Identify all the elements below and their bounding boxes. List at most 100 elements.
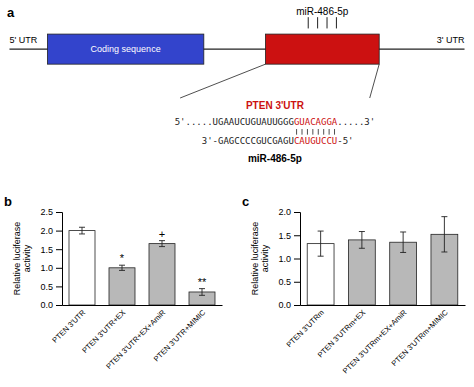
y-tick-label: 1.5 <box>278 231 291 241</box>
x-axis: PTEN 3'UTRPTEN 3'UTR+EXPTEN 3'UTR+EX+Ami… <box>50 305 222 371</box>
error-bar-line <box>199 288 205 289</box>
x-tick: PTEN 3'UTR+MIMIC <box>152 305 208 363</box>
y-tick-label: 1.0 <box>278 254 291 264</box>
y-tick: 2.0 <box>40 226 62 236</box>
x-axis-line <box>63 305 223 306</box>
mir-tick <box>327 17 328 28</box>
error-bar-line <box>441 216 447 217</box>
y-axis-title-line: Relative luciferase <box>12 222 22 296</box>
sequence-mir: 3'-GAGCCCCGUCGAGU <box>202 136 294 146</box>
bar-panel: 0.00.51.01.52.0PTEN 3'UTRmPTEN 3'UTRm+EX… <box>242 194 466 376</box>
error-bar-line <box>403 232 404 252</box>
y-tick-label: 1.5 <box>40 245 53 255</box>
significance-label: + <box>159 228 165 240</box>
error-bar <box>79 227 85 234</box>
error-bar <box>400 232 406 252</box>
error-bar <box>199 289 205 296</box>
pairing-bar <box>318 129 319 135</box>
zoom-line <box>370 64 379 98</box>
y-tick: 0.0 <box>278 300 300 310</box>
error-bar-line <box>400 252 406 253</box>
coding-label: Coding sequence <box>91 44 161 54</box>
bar <box>149 244 175 305</box>
y-tick: 0.5 <box>40 282 62 292</box>
error-bar-line <box>441 251 447 252</box>
y-tick: 2.0 <box>278 207 300 217</box>
x-axis-line <box>301 305 466 306</box>
y-axis: 0.00.51.01.52.0 <box>278 207 300 310</box>
error-bar-line <box>359 231 365 232</box>
y-axis-title-line: activity <box>260 244 270 272</box>
significance-label: * <box>120 252 125 264</box>
x-tick: PTEN 3'UTR <box>50 305 87 345</box>
utr3-label: 3' UTR <box>437 35 465 45</box>
y-tick-label: 1.0 <box>40 263 53 273</box>
sequence-mir: -5' <box>337 136 353 146</box>
error-bar-line <box>79 227 85 228</box>
y-tick: 1.5 <box>40 245 62 255</box>
y-tick-label: 0.5 <box>40 282 53 292</box>
error-bar <box>359 232 365 249</box>
y-tick-label: 2.0 <box>40 226 53 236</box>
pairing-bar <box>296 129 297 135</box>
y-tick-mark <box>56 286 62 287</box>
error-bar-line <box>320 231 321 256</box>
plot-area <box>69 227 215 305</box>
plot-area <box>307 217 458 305</box>
x-tick-label: PTEN 3'UTR <box>50 307 87 344</box>
panel-label: a <box>7 5 15 20</box>
error-bar <box>441 217 447 252</box>
utr5-label: 5' UTR <box>9 35 37 45</box>
bar <box>109 268 135 305</box>
error-bar-line <box>119 265 125 266</box>
y-tick-mark <box>294 235 300 236</box>
y-axis-title: Relative luciferaseactivity <box>12 222 32 296</box>
y-tick: 2.5 <box>40 207 62 217</box>
pairing-bar <box>307 129 308 135</box>
y-tick-mark <box>294 259 300 260</box>
error-bar-line <box>122 265 123 270</box>
y-axis-title-line: Relative luciferase <box>250 222 260 296</box>
y-tick-mark <box>56 249 62 250</box>
sequence-site: GUACAGGA <box>294 117 338 127</box>
y-tick: 1.0 <box>40 263 62 273</box>
panel-label: b <box>4 194 12 209</box>
sequence-seed: CAUGUCCU <box>294 136 337 146</box>
x-tick-label: PTEN 3'UTRm+MIMIC <box>390 307 450 367</box>
pairing-bar <box>334 129 335 135</box>
error-bar-line <box>159 246 165 247</box>
pairing-bar <box>312 129 313 135</box>
y-tick-mark <box>56 231 62 232</box>
pairing-bar <box>323 129 324 135</box>
y-tick-mark <box>56 268 62 269</box>
error-bar-line <box>318 256 324 257</box>
bar <box>348 240 375 305</box>
error-bar-line <box>444 217 445 252</box>
error-bar <box>318 231 324 256</box>
x-tick: PTEN 3'UTRm+MIMIC <box>390 305 450 368</box>
y-tick-label: 0.0 <box>278 300 291 310</box>
y-tick-label: 0.0 <box>40 300 53 310</box>
y-tick: 0.0 <box>40 300 62 310</box>
error-bar-line <box>400 231 406 232</box>
y-axis-title-line: activity <box>22 244 32 272</box>
y-tick-mark <box>294 282 300 283</box>
y-tick: 1.0 <box>278 254 300 264</box>
zoom-line <box>180 64 265 98</box>
binding-box <box>265 34 379 64</box>
mir-tick <box>308 17 309 28</box>
error-bar-line <box>79 233 85 234</box>
x-tick: PTEN 3'UTRm <box>285 305 326 349</box>
y-tick-label: 2.0 <box>278 207 291 217</box>
y-axis: 0.0 0.5 1.0 1.5 2.0 2.5 <box>40 207 62 310</box>
mir-tick <box>317 17 318 28</box>
y-tick-label: 2.5 <box>40 207 53 217</box>
error-bar-line <box>199 295 205 296</box>
error-bar-line <box>318 231 324 232</box>
bar <box>69 231 95 305</box>
error-bar-line <box>361 232 362 249</box>
pairing-bar <box>302 129 303 135</box>
x-tick-label: PTEN 3'UTRm <box>285 308 326 349</box>
figure: a5' UTR3' UTRCoding sequencemiR-486-5pPT… <box>0 0 474 387</box>
y-tick-mark <box>294 305 300 306</box>
